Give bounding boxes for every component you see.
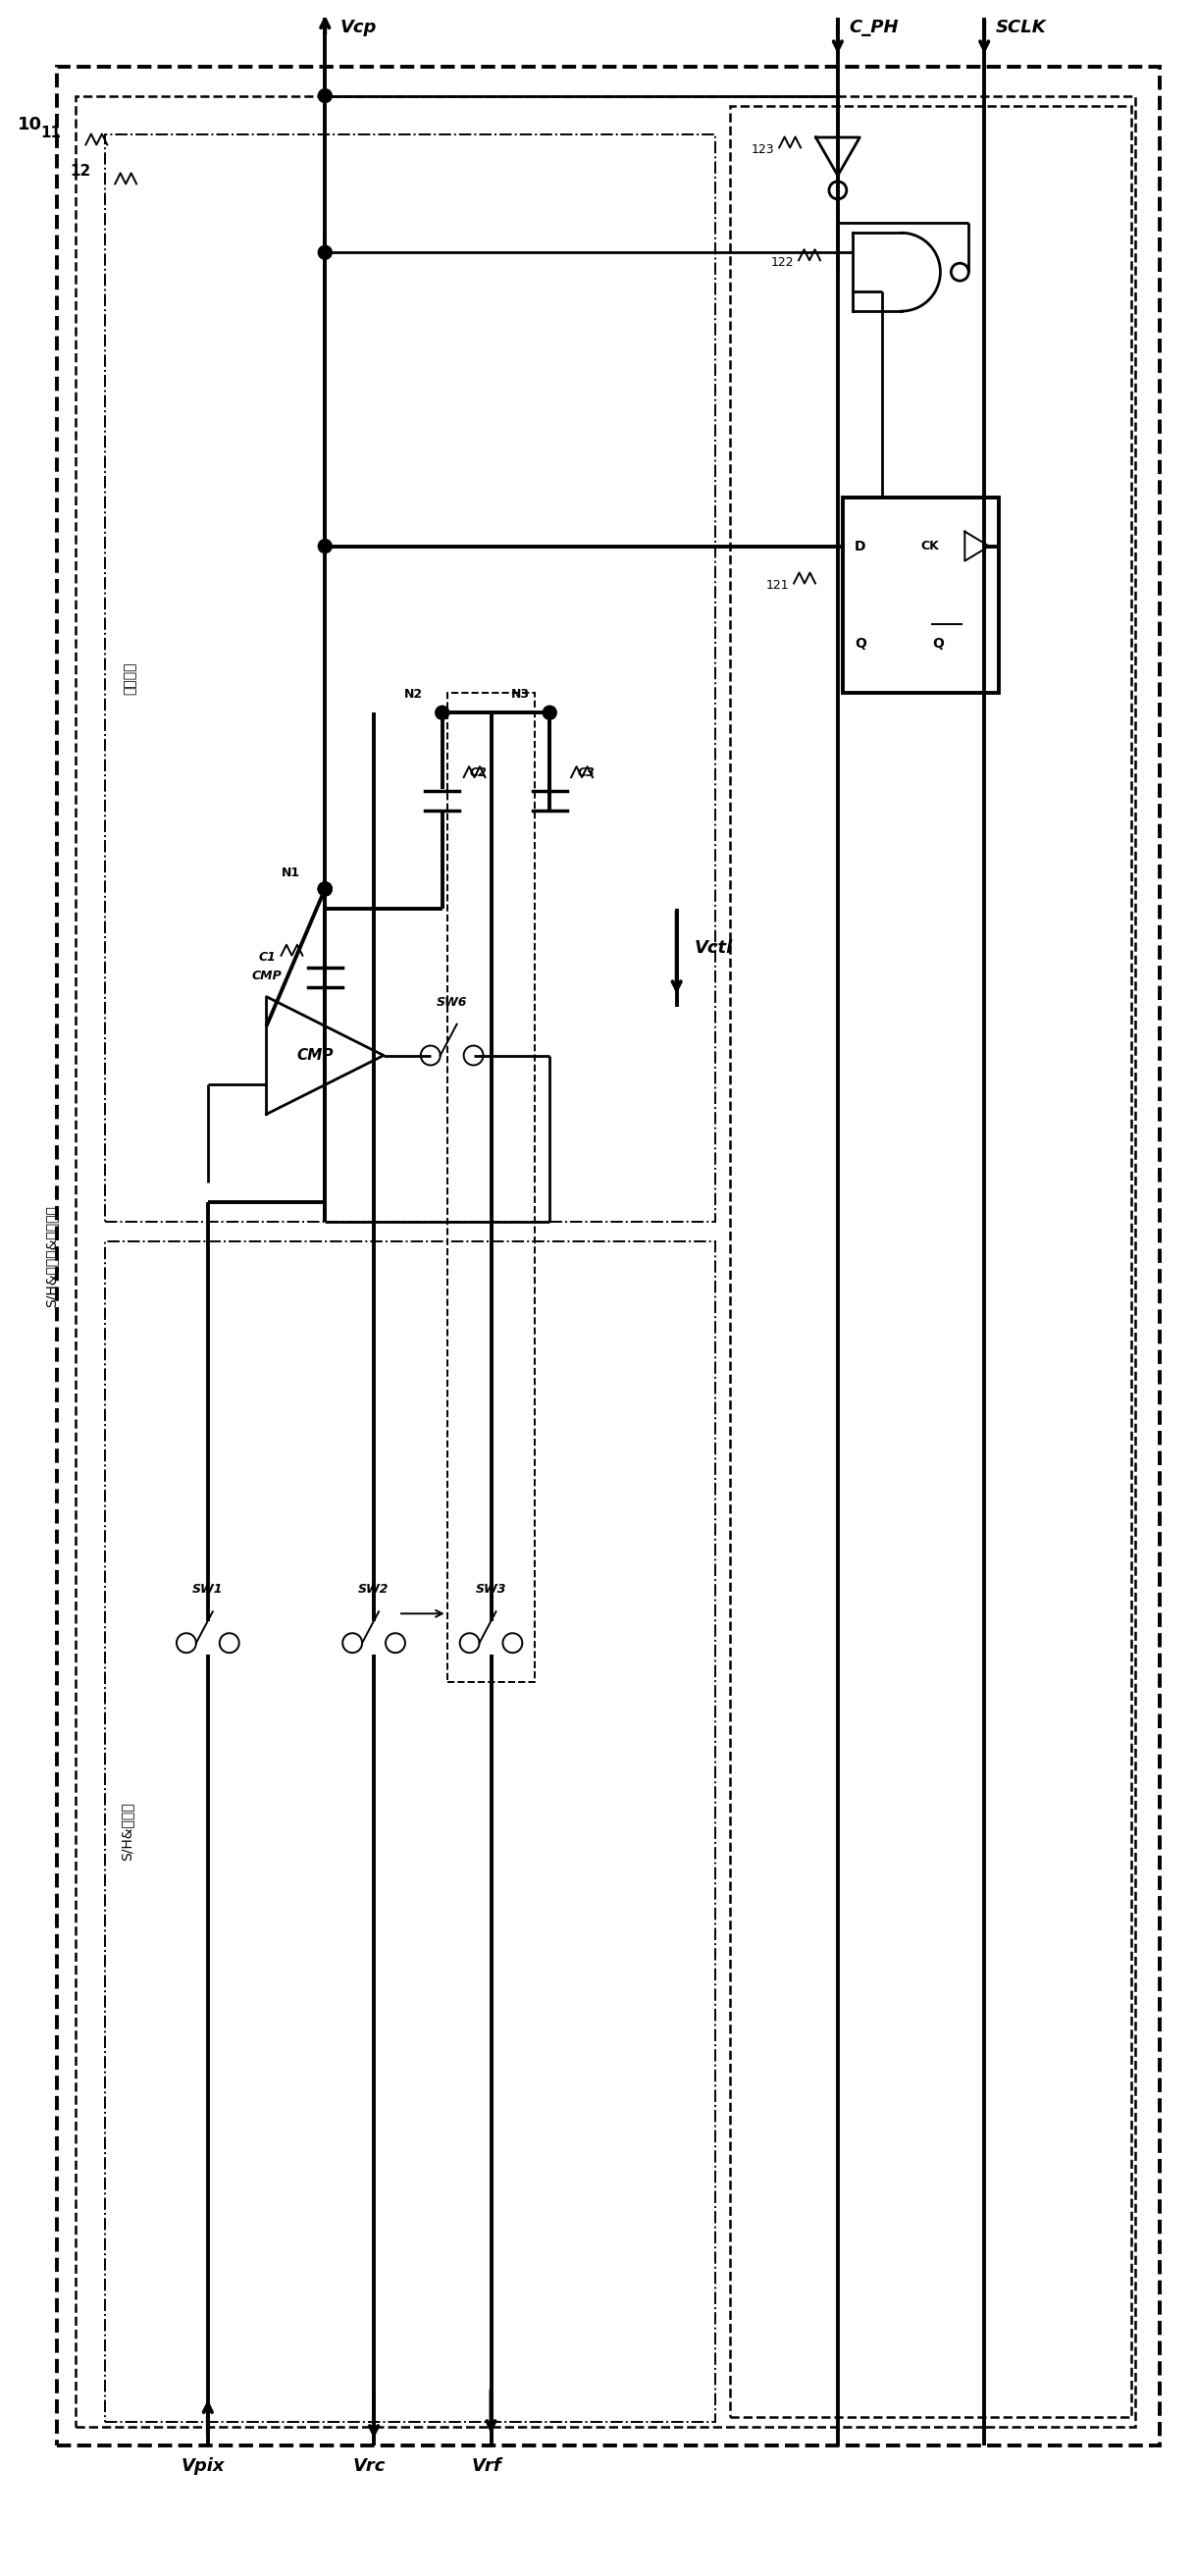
Text: C2: C2: [469, 768, 487, 781]
Circle shape: [318, 881, 332, 896]
Text: SW2: SW2: [358, 1584, 389, 1597]
Circle shape: [318, 90, 332, 103]
Bar: [730, 106, 1131, 2416]
Text: Q: Q: [932, 636, 944, 652]
Bar: [843, 497, 999, 693]
Text: 逻辑电路: 逻辑电路: [123, 662, 136, 696]
Text: Vpix: Vpix: [181, 2458, 225, 2476]
Text: N3: N3: [511, 688, 530, 701]
Text: Vctl: Vctl: [694, 938, 733, 956]
Circle shape: [542, 706, 557, 719]
Text: CMP: CMP: [297, 1048, 334, 1064]
Bar: [448, 693, 535, 1682]
Text: Vrc: Vrc: [353, 2458, 385, 2476]
Circle shape: [318, 245, 332, 260]
Circle shape: [318, 881, 332, 896]
Text: N1: N1: [281, 866, 300, 878]
Text: C3: C3: [577, 768, 595, 781]
Text: 10: 10: [17, 116, 42, 134]
Text: N2: N2: [403, 688, 423, 701]
Text: SW3: SW3: [475, 1584, 506, 1597]
Text: 122: 122: [771, 255, 794, 268]
Text: C1: C1: [259, 951, 277, 963]
Text: SW1: SW1: [193, 1584, 224, 1597]
Circle shape: [436, 706, 449, 719]
Circle shape: [318, 881, 332, 896]
Text: SCLK: SCLK: [996, 18, 1047, 36]
Text: SW6: SW6: [437, 997, 468, 1007]
Text: Vrf: Vrf: [472, 2458, 502, 2476]
Text: 11: 11: [41, 126, 61, 139]
Text: S/H&比较器: S/H&比较器: [120, 1803, 134, 1860]
Text: CK: CK: [920, 541, 940, 554]
Text: CMP: CMP: [251, 969, 282, 981]
Bar: [105, 1242, 716, 2421]
Circle shape: [318, 538, 332, 554]
Text: S/H&比较器&逻辑电路: S/H&比较器&逻辑电路: [44, 1206, 59, 1306]
Text: 12: 12: [69, 165, 91, 178]
Bar: [105, 134, 716, 1221]
Text: 123: 123: [752, 144, 774, 157]
Text: C_PH: C_PH: [850, 18, 899, 36]
Text: D: D: [855, 538, 865, 554]
Bar: [75, 95, 1136, 2427]
Text: Q: Q: [855, 636, 867, 652]
Text: 121: 121: [766, 580, 789, 592]
Text: Vcp: Vcp: [340, 18, 376, 36]
